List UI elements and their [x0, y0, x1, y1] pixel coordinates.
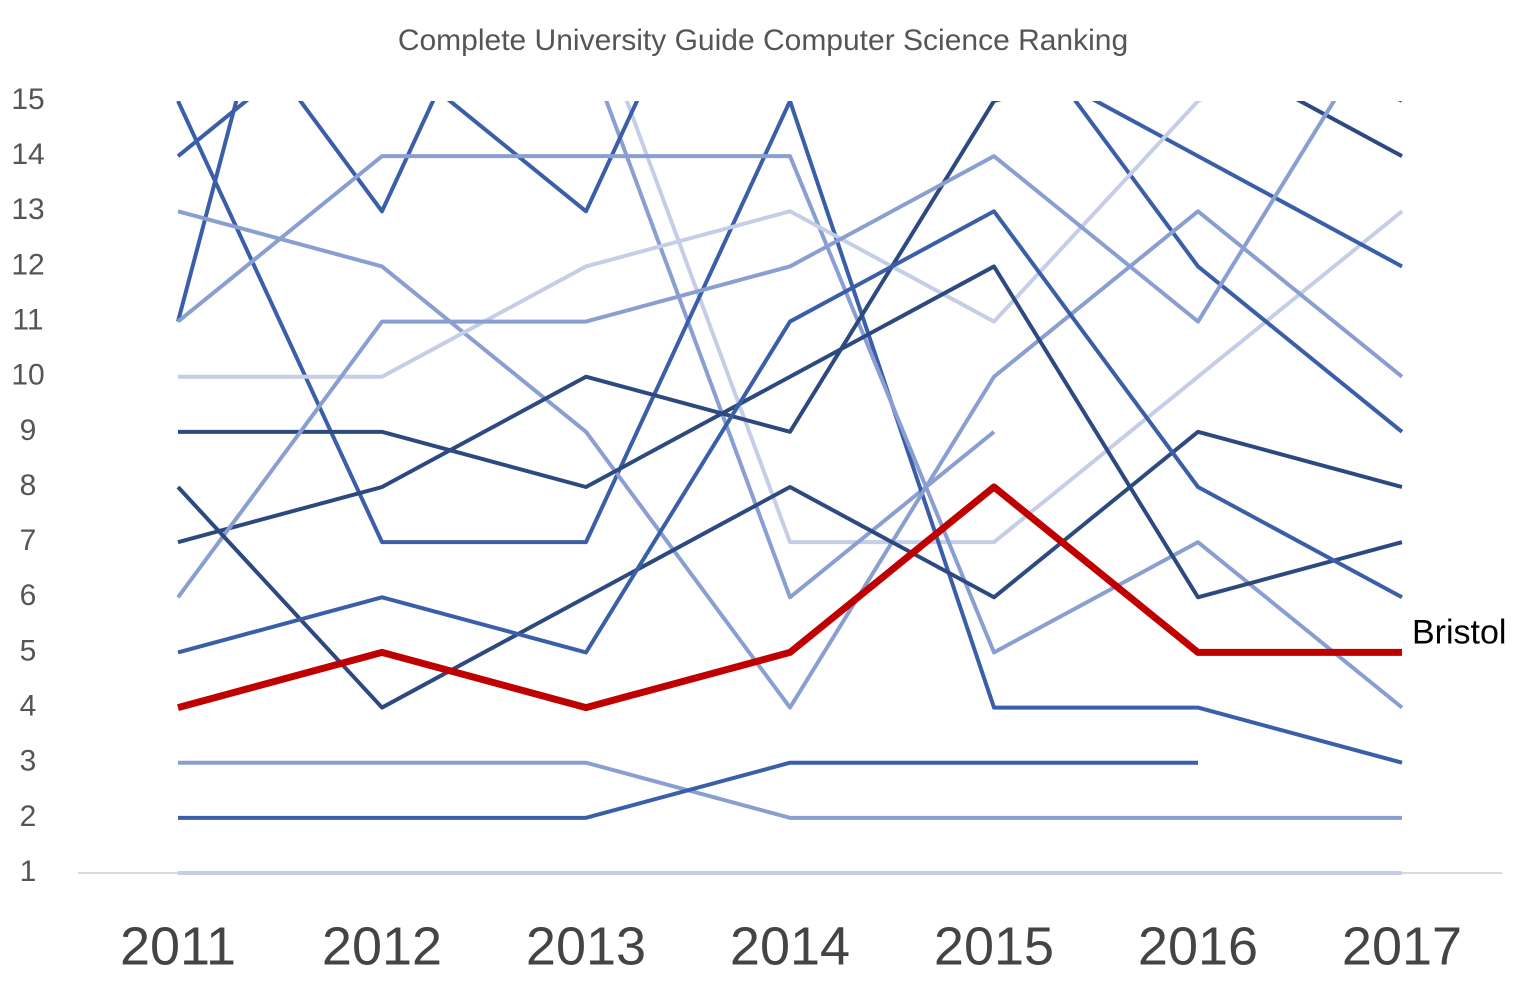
x-tick-label: 2015: [934, 916, 1054, 976]
series-line: [176, 101, 1403, 323]
series-line: [178, 760, 1198, 820]
series-line: [176, 101, 1337, 599]
series-line: [176, 429, 1403, 710]
x-tick-label: 2014: [730, 916, 850, 976]
series-line: [624, 101, 1404, 545]
y-tick-label: 2: [20, 800, 37, 833]
y-tick-label: 5: [20, 634, 37, 667]
series-line: [177, 209, 1403, 655]
series-label: Bristol: [1412, 613, 1506, 651]
x-tick-label: 2013: [526, 916, 646, 976]
y-tick-label: 1: [20, 855, 37, 888]
series-line: [178, 101, 1203, 379]
series-line: [177, 101, 1403, 545]
series-line: [297, 101, 436, 214]
x-tick-label: 2012: [322, 916, 442, 976]
y-tick-label: 9: [20, 414, 37, 447]
y-tick-label: 12: [11, 248, 44, 281]
series-line: [604, 101, 996, 600]
plot-area: [176, 101, 1404, 875]
x-tick-label: 2016: [1138, 916, 1258, 976]
series-line: [177, 483, 1402, 712]
y-tick-label: 4: [20, 689, 37, 722]
series-line: [178, 760, 1402, 820]
y-tick-label: 11: [12, 303, 43, 336]
series-line: [176, 154, 1404, 710]
x-tick-label: 2017: [1342, 916, 1462, 976]
y-tick-label: 6: [20, 579, 37, 612]
y-tick-label: 7: [20, 524, 37, 557]
y-tick-label: 13: [11, 193, 44, 226]
x-tick-label: 2011: [120, 916, 236, 976]
chart-title: Complete University Guide Computer Scien…: [398, 24, 1128, 57]
series-line: [176, 101, 1403, 765]
y-tick-label: 15: [11, 83, 44, 116]
series-line: [446, 101, 1404, 434]
series-line: [178, 264, 1403, 600]
series-line: [177, 209, 1404, 710]
y-tick-label: 3: [20, 745, 37, 778]
y-tick-label: 8: [20, 469, 37, 502]
y-tick-label: 10: [11, 359, 44, 392]
y-tick-label: 14: [11, 138, 44, 171]
